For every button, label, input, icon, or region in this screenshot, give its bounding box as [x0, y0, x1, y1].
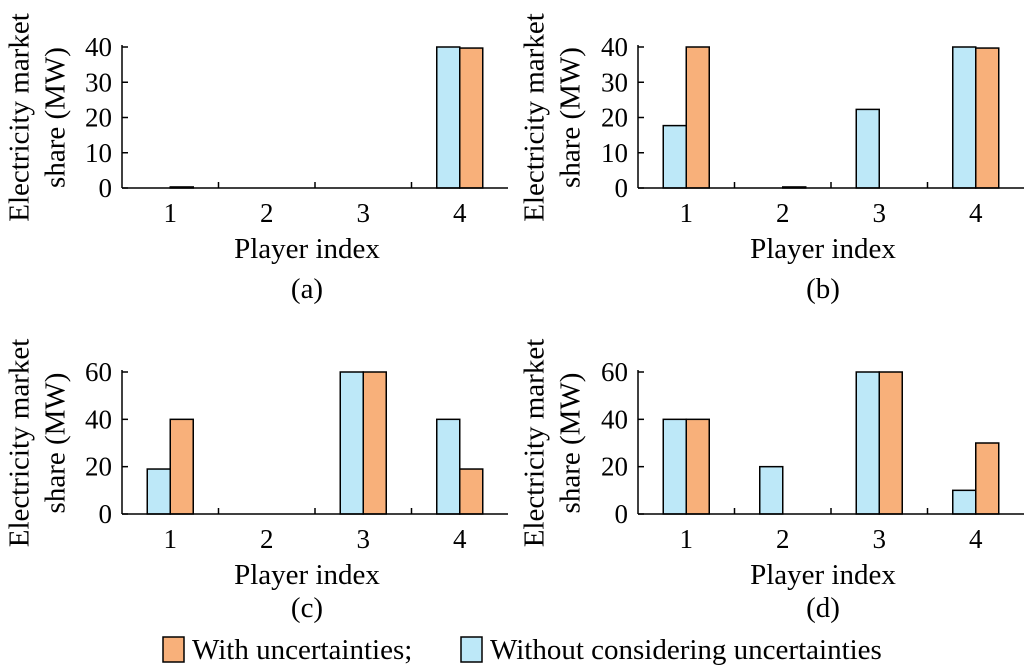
- legend-label-with: With uncertainties;: [192, 634, 412, 666]
- y-tick-label: 20: [85, 452, 112, 482]
- bar-without-player-4: [436, 46, 461, 189]
- x-tick-label: 3: [873, 198, 887, 228]
- y-axis-label: share (MW): [555, 47, 587, 188]
- panel-label: (a): [291, 273, 323, 305]
- y-tick-label: 0: [615, 173, 629, 203]
- legend-swatch-without: [460, 636, 483, 663]
- y-axis-label: Electricity market: [4, 339, 36, 548]
- y-axis-label: share (MW): [40, 47, 72, 188]
- x-tick-label: 3: [357, 198, 371, 228]
- panel-label: (d): [806, 592, 840, 624]
- bar-with-player-3: [362, 371, 387, 515]
- y-tick-label: 60: [85, 357, 112, 387]
- y-tick-label: 60: [601, 357, 628, 387]
- bar-with-player-4: [975, 442, 1000, 515]
- y-tick-label: 10: [601, 138, 628, 168]
- bar-without-player-3: [339, 371, 364, 515]
- x-axis-label: Player index: [750, 233, 896, 265]
- bar-without-player-4: [952, 46, 977, 189]
- bar-with-player-1: [685, 46, 710, 189]
- y-tick-label: 0: [615, 499, 629, 529]
- x-axis-label: Player index: [234, 559, 380, 591]
- legend-label-without: Without considering uncertainties: [490, 634, 882, 666]
- x-tick-label: 1: [164, 524, 178, 554]
- bar-without-player-1: [662, 418, 687, 515]
- x-axis-label: Player index: [750, 559, 896, 591]
- x-tick-label: 4: [453, 198, 467, 228]
- x-tick-label: 4: [453, 524, 467, 554]
- x-tick-label: 1: [680, 524, 694, 554]
- bar-with-player-3: [878, 371, 903, 515]
- x-tick-label: 3: [357, 524, 371, 554]
- bar-with-player-1: [169, 418, 194, 515]
- y-tick-label: 40: [601, 32, 628, 62]
- y-tick-label: 20: [601, 452, 628, 482]
- bar-without-player-3: [855, 371, 880, 515]
- chart-panel-b: 0 10 20 30 40 1 2 3 4 Player index Electricity mar…: [519, 13, 1024, 305]
- x-tick-label: 1: [680, 198, 694, 228]
- x-tick-label: 2: [260, 198, 274, 228]
- bar-with-player-4: [975, 47, 1000, 189]
- x-tick-label: 2: [776, 524, 790, 554]
- y-tick-label: 0: [99, 499, 113, 529]
- x-tick-label: 2: [776, 198, 790, 228]
- bar-without-player-1: [146, 468, 171, 515]
- x-tick-label: 4: [969, 524, 983, 554]
- bar-without-player-2: [759, 465, 784, 515]
- bar-with-player-4: [459, 47, 484, 189]
- y-tick-label: 40: [601, 404, 628, 434]
- bar-without-player-4: [952, 489, 977, 515]
- legend: With uncertainties; Without considering u…: [162, 634, 882, 666]
- chart-panel-c: 0 20 40 60 1 2 3 4 Player index Electricity marke…: [4, 339, 508, 624]
- x-tick-label: 1: [164, 198, 178, 228]
- y-tick-label: 20: [601, 103, 628, 133]
- bar-without-player-3: [855, 108, 880, 189]
- y-tick-label: 30: [85, 67, 112, 97]
- bar-without-player-1: [662, 124, 687, 189]
- y-tick-label: 20: [85, 103, 112, 133]
- y-axis-label: Electricity market: [4, 13, 36, 222]
- x-tick-label: 4: [969, 198, 983, 228]
- bar-with-player-4: [459, 468, 484, 515]
- x-axis-label: Player index: [234, 233, 380, 265]
- bar-without-player-4: [436, 418, 461, 515]
- y-tick-label: 40: [85, 32, 112, 62]
- panel-label: (b): [806, 273, 840, 305]
- chart-panel-d: 0 20 40 60 1 2 3 4 Player index Electricity marke…: [519, 339, 1024, 624]
- y-axis-label: Electricity market: [519, 339, 551, 548]
- y-axis-label: share (MW): [555, 373, 587, 514]
- bar-with-player-1: [685, 418, 710, 515]
- x-tick-label: 3: [873, 524, 887, 554]
- y-tick-label: 10: [85, 138, 112, 168]
- y-axis-label: share (MW): [40, 373, 72, 514]
- y-tick-label: 40: [85, 404, 112, 434]
- chart-panel-a: 0 10 20 30 40 1 2 3 4 Player index Electricity mar…: [4, 13, 508, 305]
- y-axis-label: Electricity market: [519, 13, 551, 222]
- y-tick-label: 0: [99, 173, 113, 203]
- y-tick-label: 30: [601, 67, 628, 97]
- legend-swatch-with: [162, 636, 185, 663]
- panel-label: (c): [291, 592, 323, 624]
- x-tick-label: 2: [260, 524, 274, 554]
